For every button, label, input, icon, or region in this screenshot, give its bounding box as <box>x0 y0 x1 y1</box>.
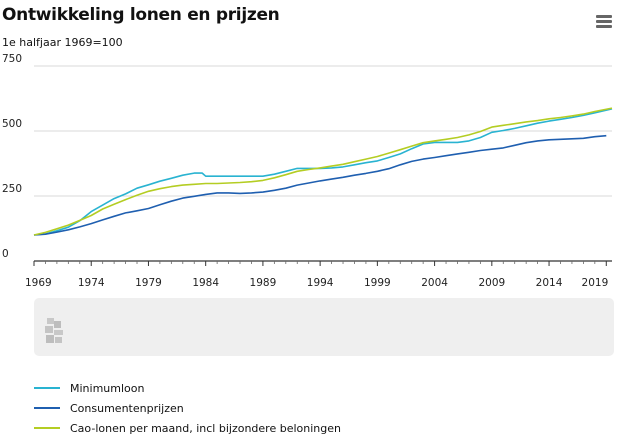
legend-label: Consumentenprijzen <box>70 401 184 415</box>
legend-label: Minimumloon <box>70 381 145 395</box>
chart-series <box>33 107 613 236</box>
chart-subtitle: 1e halfjaar 1969=100 <box>2 36 123 49</box>
line-chart: 0 250 500 750 1969 1974 1979 1984 1989 1994 1999 2… <box>2 53 613 289</box>
y-tick-label: 750 <box>2 53 22 65</box>
x-tick-label: 2019 <box>582 277 609 289</box>
y-axis-tick-labels: 0 250 500 750 <box>2 53 22 260</box>
x-tick-label: 1974 <box>78 277 105 289</box>
x-tick-label: 1994 <box>307 277 334 289</box>
series-line-3 <box>33 107 613 236</box>
menu-bar <box>596 15 612 18</box>
x-axis-tick-labels: 1969 1974 1979 1984 1989 1994 1999 2004 2009 2014… <box>25 277 608 289</box>
y-tick-label: 0 <box>2 248 9 260</box>
legend-item[interactable]: Consumentenprijzen <box>34 398 341 418</box>
menu-bar <box>596 20 612 23</box>
legend-swatch <box>34 407 60 409</box>
x-tick-label: 2014 <box>536 277 563 289</box>
hamburger-menu-icon[interactable] <box>594 14 614 30</box>
series-line-2 <box>33 134 607 236</box>
x-tick-label: 1969 <box>25 277 52 289</box>
cbs-logo-icon <box>45 318 63 343</box>
x-tick-label: 2004 <box>421 277 448 289</box>
legend-swatch <box>34 427 60 429</box>
y-tick-label: 500 <box>2 118 22 130</box>
chart-grid <box>33 65 612 266</box>
x-tick-label: 2009 <box>478 277 505 289</box>
chart-footer <box>34 298 614 356</box>
legend-item[interactable]: Minimumloon <box>34 378 341 398</box>
x-tick-label: 1989 <box>250 277 277 289</box>
chart-title: Ontwikkeling lonen en prijzen <box>2 5 280 25</box>
chart-legend: Minimumloon Consumentenprijzen Cao-lonen p… <box>34 378 341 438</box>
x-tick-label: 1984 <box>192 277 219 289</box>
y-tick-label: 250 <box>2 183 22 195</box>
x-tick-label: 1979 <box>135 277 162 289</box>
series-line-1 <box>33 108 613 236</box>
menu-bar <box>596 25 612 28</box>
x-tick-label: 1999 <box>364 277 391 289</box>
legend-label: Cao-lonen per maand, incl bijzondere bel… <box>70 421 341 435</box>
legend-item[interactable]: Cao-lonen per maand, incl bijzondere bel… <box>34 418 341 438</box>
legend-swatch <box>34 387 60 389</box>
